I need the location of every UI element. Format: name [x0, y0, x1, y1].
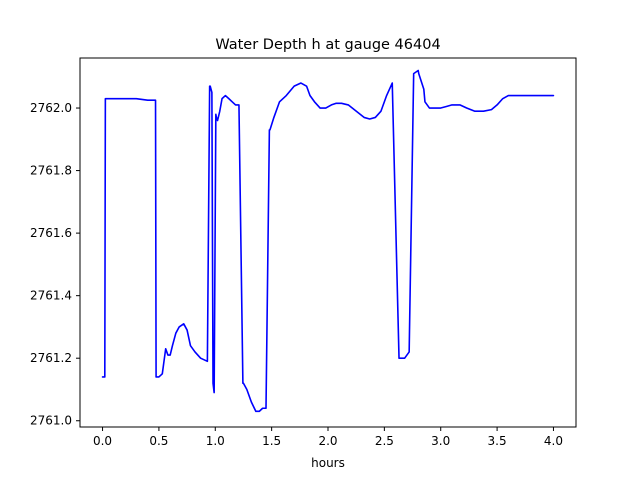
x-axis-ticks: 0.0 0.5 1.0 1.5 2.0 2.5 3.0 3.5 4.0 [93, 427, 563, 448]
y-tick-label: 2761.4 [30, 289, 72, 303]
x-tick-label: 1.0 [206, 434, 225, 448]
x-tick-label: 0.5 [149, 434, 168, 448]
x-tick-label: 2.5 [375, 434, 394, 448]
x-tick-label: 1.5 [262, 434, 281, 448]
x-tick-label: 3.0 [431, 434, 450, 448]
y-tick-label: 2761.2 [30, 351, 72, 365]
y-tick-label: 2761.0 [30, 414, 72, 428]
x-tick-label: 3.5 [488, 434, 507, 448]
x-tick-label: 0.0 [93, 434, 112, 448]
y-axis-ticks: 2761.0 2761.2 2761.4 2761.6 2761.8 2762.0 [30, 101, 80, 428]
x-tick-label: 2.0 [318, 434, 337, 448]
axes-frame [79, 57, 577, 428]
chart-title: Water Depth h at gauge 46404 [215, 37, 440, 53]
x-axis-label: hours [311, 456, 345, 470]
x-tick-label: 4.0 [544, 434, 563, 448]
y-tick-label: 2761.6 [30, 226, 72, 240]
y-tick-label: 2761.8 [30, 164, 72, 178]
series-line-0 [101, 69, 555, 413]
plot-area [101, 69, 555, 413]
y-tick-label: 2762.0 [30, 101, 72, 115]
